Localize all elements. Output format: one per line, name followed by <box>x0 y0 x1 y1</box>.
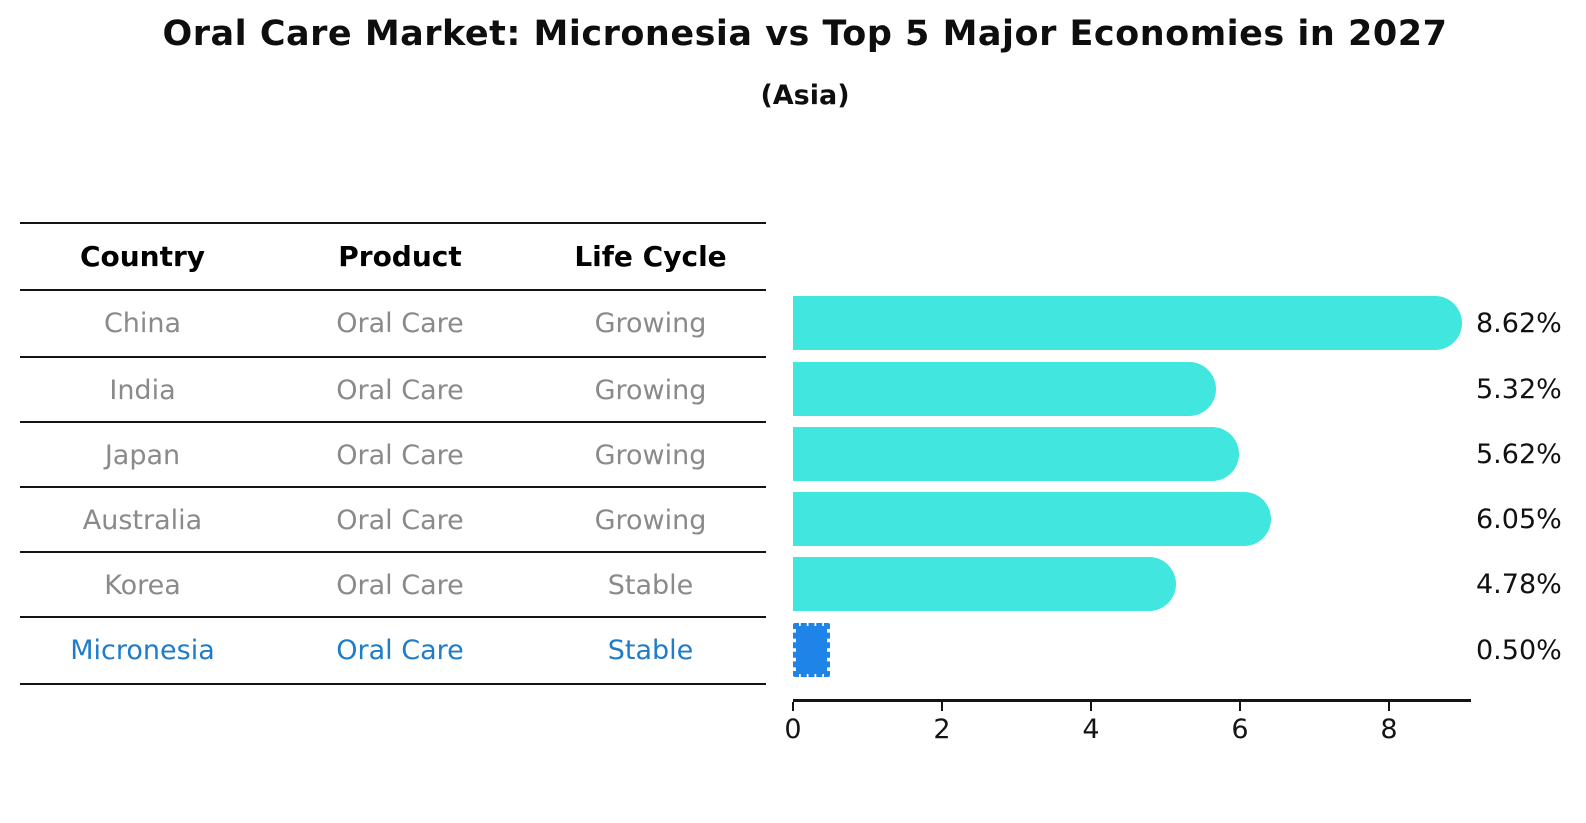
chart-subtitle: (Asia) <box>760 80 850 111</box>
table-divider <box>20 421 766 423</box>
tick-label: 6 <box>1231 714 1249 745</box>
table-divider <box>20 222 766 224</box>
bar-china <box>793 296 1462 350</box>
x-axis-tick: 8 <box>1359 702 1419 745</box>
country-cell: India <box>109 374 176 406</box>
table-divider <box>20 356 766 358</box>
bar-india <box>793 362 1216 416</box>
product-cell: Oral Care <box>336 569 464 601</box>
table-row: Korea Oral Care Stable <box>20 553 766 617</box>
x-axis-tick: 2 <box>912 702 972 745</box>
life-cycle-cell: Growing <box>594 504 707 536</box>
life-cycle-cell: Growing <box>594 439 707 471</box>
life-cycle-cell: Growing <box>594 307 707 339</box>
bar-australia <box>793 492 1271 546</box>
bar-micronesia-highlighted <box>793 623 830 677</box>
table-divider <box>20 683 766 685</box>
product-cell: Oral Care <box>336 374 464 406</box>
table-row: Australia Oral Care Growing <box>20 488 766 552</box>
table-row: Japan Oral Care Growing <box>20 423 766 487</box>
bar-value-label: 5.32% <box>1476 373 1562 405</box>
tick-label: 2 <box>933 714 951 745</box>
country-cell: Korea <box>104 569 181 601</box>
table-divider <box>20 616 766 618</box>
table-row-highlighted: Micronesia Oral Care Stable <box>20 618 766 682</box>
tick-label: 8 <box>1380 714 1398 745</box>
bar-value-label: 4.78% <box>1476 568 1562 600</box>
life-cycle-cell: Stable <box>607 634 694 666</box>
tick-label: 0 <box>784 714 802 745</box>
column-header-country: Country <box>79 239 206 273</box>
product-cell: Oral Care <box>336 634 464 666</box>
table-row: India Oral Care Growing <box>20 358 766 422</box>
product-cell: Oral Care <box>336 439 464 471</box>
table-header-row: Country Product Life Cycle <box>20 224 766 288</box>
country-cell: China <box>103 307 182 339</box>
table-divider <box>20 289 766 291</box>
column-header-product: Product <box>338 239 462 273</box>
country-cell: Australia <box>82 504 203 536</box>
tick-mark <box>792 702 794 711</box>
x-axis-line <box>793 699 1471 702</box>
tick-mark <box>1239 702 1241 711</box>
life-cycle-cell: Growing <box>594 374 707 406</box>
life-cycle-cell: Stable <box>607 569 694 601</box>
table-divider <box>20 551 766 553</box>
bar-japan <box>793 427 1239 481</box>
product-cell: Oral Care <box>336 307 464 339</box>
table-row: China Oral Care Growing <box>20 291 766 355</box>
tick-mark <box>1388 702 1390 711</box>
bar-value-label: 5.62% <box>1476 438 1562 470</box>
x-axis-tick: 6 <box>1210 702 1270 745</box>
chart-title: Oral Care Market: Micronesia vs Top 5 Ma… <box>162 14 1448 54</box>
bar-korea <box>793 557 1176 611</box>
tick-mark <box>941 702 943 711</box>
x-axis-tick: 0 <box>763 702 823 745</box>
bar-value-label: 8.62% <box>1476 307 1562 339</box>
x-axis-tick: 4 <box>1061 702 1121 745</box>
column-header-life-cycle: Life Cycle <box>574 239 727 273</box>
table-divider <box>20 486 766 488</box>
country-cell: Japan <box>104 439 181 471</box>
country-cell: Micronesia <box>70 634 215 666</box>
tick-mark <box>1090 702 1092 711</box>
bar-value-label: 0.50% <box>1476 634 1562 666</box>
tick-label: 4 <box>1082 714 1100 745</box>
bar-value-label: 6.05% <box>1476 503 1562 535</box>
product-cell: Oral Care <box>336 504 464 536</box>
